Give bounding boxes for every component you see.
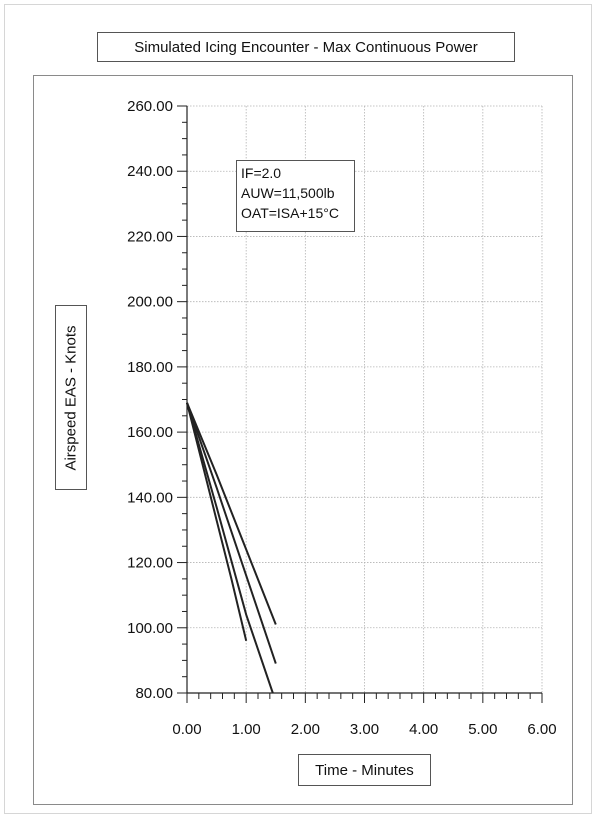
x-tick-label: 6.00 [527,721,556,738]
y-tick-label: 160.00 [127,424,173,441]
annotation-box: IF=2.0 AUW=11,500lb OAT=ISA+15°C [236,160,355,232]
x-tick-label: 3.00 [350,721,379,738]
series-line-2 [186,402,274,694]
y-axis-label-box: Airspeed EAS - Knots [55,305,87,490]
x-tick-label: 4.00 [409,721,438,738]
x-tick-label: 1.00 [232,721,261,738]
x-tick-label: 0.00 [172,721,201,738]
axis-layer [177,105,543,703]
y-axis-label: Airspeed EAS - Knots [62,324,80,471]
page-frame [4,4,592,814]
tick-label-layer: 80.00 100.00 120.00 140.00 160.00 180.00 200.0… [127,98,556,738]
x-axis-label: Time - Minutes [315,761,414,779]
y-tick-label: 220.00 [127,228,173,245]
series-line-1 [186,402,248,642]
annotation-line-oat: OAT=ISA+15°C [241,205,339,221]
y-tick-label: 80.00 [135,685,173,702]
series-line-4 [186,402,277,625]
y-tick-label: 100.00 [127,620,173,637]
x-axis-label-box: Time - Minutes [298,754,431,786]
chart-panel [33,75,573,805]
series-line-3 [186,402,277,664]
grid-layer [187,105,543,693]
x-tick-label: 2.00 [291,721,320,738]
y-tick-label: 260.00 [127,98,173,115]
chart-title-text: Simulated Icing Encounter - Max Continuo… [134,38,478,56]
y-tick-label: 180.00 [127,359,173,376]
annotation-line-if: IF=2.0 [241,165,282,181]
annotation-line-auw: AUW=11,500lb [241,185,335,201]
chart-title: Simulated Icing Encounter - Max Continuo… [97,32,515,62]
y-tick-label: 200.00 [127,294,173,311]
y-tick-label: 120.00 [127,555,173,572]
series-layer [186,402,277,694]
y-tick-label: 240.00 [127,163,173,180]
x-tick-label: 5.00 [468,721,497,738]
y-tick-label: 140.00 [127,489,173,506]
